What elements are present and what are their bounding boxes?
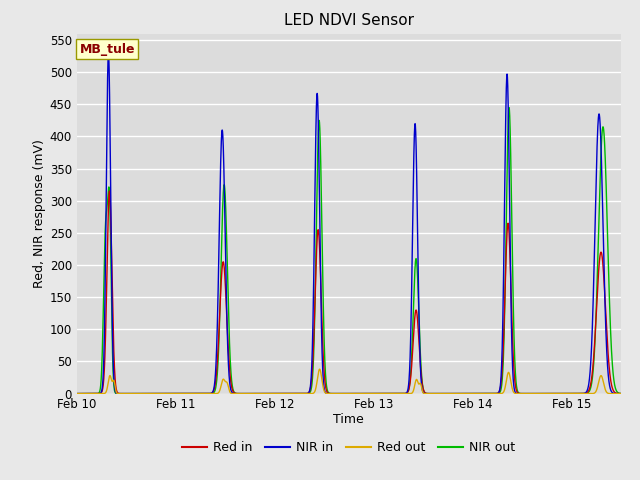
NIR in bbox=[172, 391, 180, 396]
NIR out bbox=[73, 391, 81, 396]
Red out bbox=[399, 391, 407, 396]
Red out bbox=[172, 391, 180, 396]
Red in bbox=[172, 391, 180, 396]
NIR out bbox=[147, 391, 155, 396]
Red in bbox=[281, 391, 289, 396]
NIR out bbox=[520, 391, 528, 396]
X-axis label: Time: Time bbox=[333, 413, 364, 426]
NIR out bbox=[617, 391, 625, 396]
NIR in bbox=[73, 391, 81, 396]
NIR in bbox=[281, 391, 289, 396]
Red out bbox=[281, 391, 289, 396]
NIR in bbox=[153, 391, 161, 396]
Red out bbox=[617, 391, 625, 396]
NIR out bbox=[427, 391, 435, 396]
Red in bbox=[479, 391, 487, 396]
NIR in bbox=[479, 391, 487, 396]
Red in bbox=[427, 391, 435, 396]
NIR out bbox=[172, 391, 180, 396]
NIR out bbox=[281, 391, 289, 396]
Red in bbox=[520, 391, 528, 396]
Red out bbox=[316, 366, 323, 372]
Red out bbox=[73, 391, 81, 396]
NIR out bbox=[399, 391, 407, 396]
NIR in bbox=[617, 391, 625, 396]
Legend: Red in, NIR in, Red out, NIR out: Red in, NIR in, Red out, NIR out bbox=[177, 436, 520, 459]
Red in bbox=[153, 391, 161, 396]
Red out bbox=[160, 391, 168, 396]
NIR out bbox=[505, 105, 513, 110]
Red in bbox=[73, 391, 81, 396]
Red in bbox=[106, 188, 113, 194]
Line: NIR in: NIR in bbox=[77, 53, 621, 394]
Title: LED NDVI Sensor: LED NDVI Sensor bbox=[284, 13, 414, 28]
Red out bbox=[427, 391, 435, 396]
Y-axis label: Red, NIR response (mV): Red, NIR response (mV) bbox=[33, 139, 45, 288]
NIR out bbox=[479, 391, 486, 396]
NIR in bbox=[427, 391, 435, 396]
Red in bbox=[617, 391, 625, 396]
Line: Red out: Red out bbox=[77, 369, 621, 394]
Red out bbox=[479, 391, 487, 396]
NIR in bbox=[399, 391, 407, 396]
Red out bbox=[520, 391, 528, 396]
Line: NIR out: NIR out bbox=[77, 108, 621, 394]
Line: Red in: Red in bbox=[77, 191, 621, 394]
Red in bbox=[399, 391, 407, 396]
NIR in bbox=[104, 50, 112, 56]
NIR in bbox=[520, 391, 528, 396]
Text: MB_tule: MB_tule bbox=[79, 43, 135, 56]
